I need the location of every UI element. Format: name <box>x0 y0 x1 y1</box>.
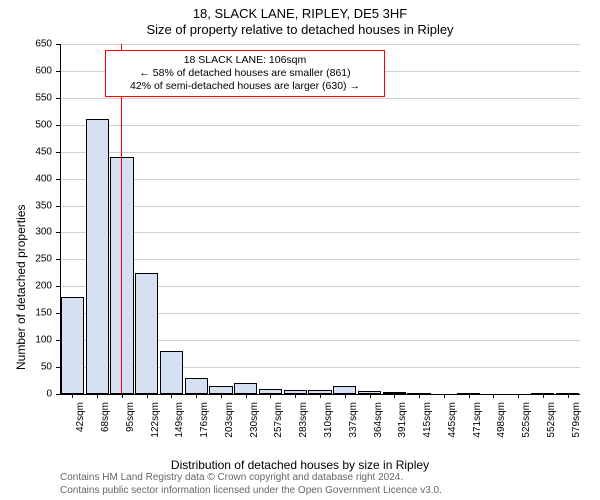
x-tick-label: 283sqm <box>298 402 309 438</box>
x-tick-label: 95sqm <box>125 402 136 432</box>
gridline <box>60 44 580 45</box>
histogram-bar <box>209 386 232 394</box>
y-tick-label: 300 <box>22 227 52 238</box>
y-tick-label: 400 <box>22 173 52 184</box>
plot-area: 0501001502002503003504004505005506006504… <box>60 44 580 394</box>
histogram-bar <box>61 297 84 394</box>
histogram-bar <box>160 351 183 394</box>
x-tick-label: 445sqm <box>447 402 458 438</box>
callout-line1: 18 SLACK LANE: 106sqm <box>110 54 380 67</box>
gridline <box>60 259 580 260</box>
y-axis-line <box>60 44 61 394</box>
histogram-bar <box>234 383 257 394</box>
gridline <box>60 179 580 180</box>
title-line1: 18, SLACK LANE, RIPLEY, DE5 3HF <box>0 6 600 22</box>
x-tick-label: 471sqm <box>472 402 483 438</box>
x-tick-label: 310sqm <box>323 402 334 438</box>
callout-box: 18 SLACK LANE: 106sqm← 58% of detached h… <box>105 50 385 97</box>
callout-line3: 42% of semi-detached houses are larger (… <box>110 80 380 93</box>
x-axis-line <box>60 394 580 395</box>
y-tick-label: 500 <box>22 119 52 130</box>
x-tick-label: 364sqm <box>373 402 384 438</box>
footnote-line2: Contains public sector information licen… <box>60 485 442 498</box>
y-tick-label: 50 <box>22 362 52 373</box>
x-tick-label: 337sqm <box>348 402 359 438</box>
gridline <box>60 206 580 207</box>
y-tick-label: 450 <box>22 146 52 157</box>
x-tick-label: 525sqm <box>521 402 532 438</box>
histogram-bar <box>185 378 208 394</box>
y-tick-label: 150 <box>22 308 52 319</box>
x-tick-label: 257sqm <box>273 402 284 438</box>
footnote: Contains HM Land Registry data © Crown c… <box>60 472 442 497</box>
y-tick-label: 600 <box>22 65 52 76</box>
x-axis-label: Distribution of detached houses by size … <box>0 458 600 472</box>
x-tick-label: 579sqm <box>571 402 582 438</box>
chart-title: 18, SLACK LANE, RIPLEY, DE5 3HF Size of … <box>0 6 600 39</box>
x-tick-label: 42sqm <box>75 402 86 432</box>
y-tick-label: 100 <box>22 335 52 346</box>
x-tick-label: 68sqm <box>100 402 111 432</box>
gridline <box>60 125 580 126</box>
y-tick-label: 200 <box>22 281 52 292</box>
callout-line2: ← 58% of detached houses are smaller (86… <box>110 67 380 80</box>
y-tick-label: 0 <box>22 389 52 400</box>
histogram-bar <box>333 386 356 394</box>
y-tick-label: 250 <box>22 254 52 265</box>
footnote-line1: Contains HM Land Registry data © Crown c… <box>60 472 442 485</box>
chart-container: { "title": { "line1": "18, SLACK LANE, R… <box>0 0 600 500</box>
gridline <box>60 152 580 153</box>
title-line2: Size of property relative to detached ho… <box>0 22 600 38</box>
y-tick-label: 550 <box>22 92 52 103</box>
x-tick-label: 203sqm <box>224 402 235 438</box>
x-tick-label: 176sqm <box>199 402 210 438</box>
x-tick-label: 149sqm <box>174 402 185 438</box>
y-tick-label: 350 <box>22 200 52 211</box>
x-tick-label: 122sqm <box>150 402 161 438</box>
gridline <box>60 232 580 233</box>
x-tick-label: 498sqm <box>496 402 507 438</box>
x-tick-label: 415sqm <box>422 402 433 438</box>
x-tick-label: 391sqm <box>397 402 408 438</box>
histogram-bar <box>135 273 158 394</box>
histogram-bar <box>86 119 109 394</box>
y-tick-label: 650 <box>22 39 52 50</box>
gridline <box>60 98 580 99</box>
x-tick-label: 552sqm <box>546 402 557 438</box>
x-tick-label: 230sqm <box>249 402 260 438</box>
